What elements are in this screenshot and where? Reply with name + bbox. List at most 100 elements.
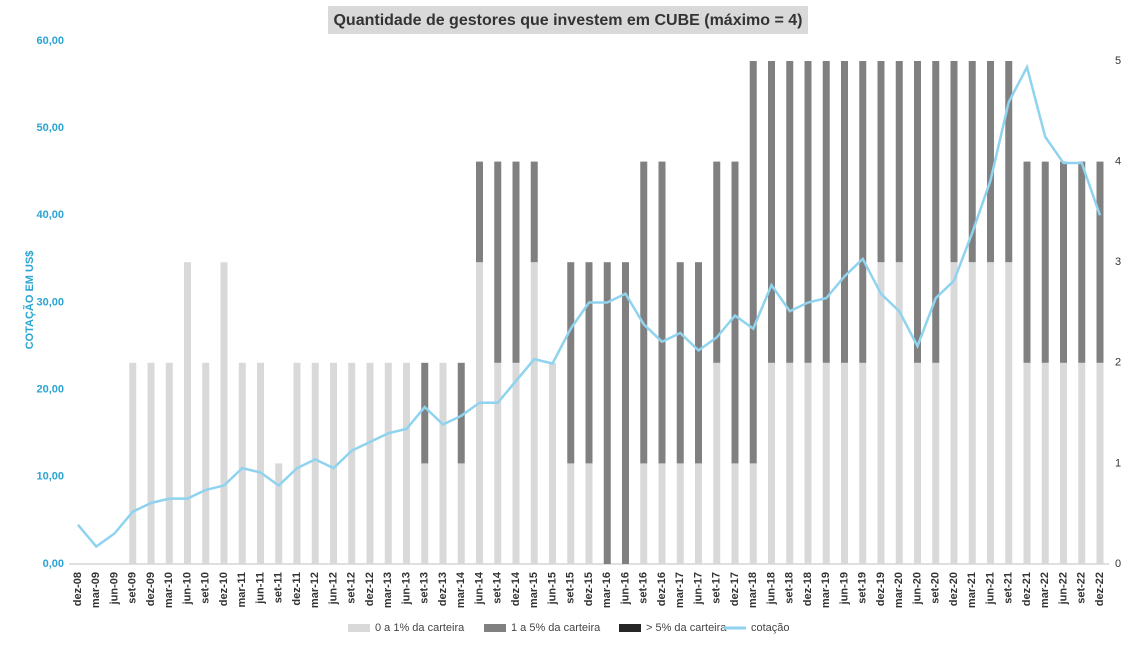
x-tick-label: jun-18 xyxy=(765,572,777,605)
x-tick-label: jun-17 xyxy=(692,572,704,605)
bar xyxy=(421,362,429,464)
bar xyxy=(384,362,392,564)
bar xyxy=(622,262,629,564)
bar xyxy=(713,362,721,564)
y-tick-label: 30,00 xyxy=(36,296,64,308)
x-tick-label: set-13 xyxy=(419,572,431,604)
bar xyxy=(676,463,684,564)
bar xyxy=(585,463,593,564)
bar xyxy=(257,362,264,564)
bar xyxy=(494,362,502,564)
bar xyxy=(603,262,611,564)
x-tick-label: dez-14 xyxy=(510,571,522,606)
bar xyxy=(950,61,958,263)
x-tick-label: set-09 xyxy=(127,572,139,604)
x-tick-label: dez-20 xyxy=(948,572,960,606)
bar xyxy=(987,61,994,263)
bar xyxy=(293,362,301,564)
x-tick-label: set-12 xyxy=(346,572,358,604)
bar xyxy=(877,61,885,263)
x-tick-label: mar-19 xyxy=(820,572,832,608)
legend-label: 1 a 5% da carteira xyxy=(511,622,601,634)
x-tick-label: set-18 xyxy=(784,572,796,604)
bar xyxy=(129,362,137,564)
x-tick-label: jun-19 xyxy=(838,572,850,605)
x-tick-label: mar-21 xyxy=(966,572,978,608)
legend-label: cotação xyxy=(751,622,790,634)
bar xyxy=(859,362,867,564)
x-tick-label: dez-18 xyxy=(802,572,814,606)
x-tick-label: mar-18 xyxy=(747,572,759,608)
y-tick-label: 50,00 xyxy=(36,122,64,134)
x-tick-label: set-21 xyxy=(1003,572,1015,604)
bar xyxy=(512,161,520,363)
y-tick-label: 0,00 xyxy=(43,558,64,570)
bar xyxy=(220,262,228,564)
y-tick-label: 20,00 xyxy=(36,384,64,396)
x-tick-label: dez-11 xyxy=(291,572,303,606)
bar xyxy=(530,161,538,263)
bar xyxy=(549,362,556,564)
x-tick-label: mar-15 xyxy=(528,572,540,608)
bar xyxy=(1023,161,1031,363)
bar xyxy=(804,61,812,363)
x-tick-label: mar-12 xyxy=(309,572,321,608)
x-tick-label: mar-20 xyxy=(893,572,905,608)
bar xyxy=(1096,362,1104,564)
legend-swatch xyxy=(348,624,370,632)
bar xyxy=(1023,362,1031,564)
bar xyxy=(1096,161,1104,363)
x-tick-label: jun-11 xyxy=(254,572,266,605)
legend-label: 0 a 1% da carteira xyxy=(375,622,465,634)
bar xyxy=(859,61,867,363)
x-tick-label: dez-16 xyxy=(656,572,668,606)
bar xyxy=(950,262,958,564)
x-tick-label: set-19 xyxy=(857,572,869,604)
bar xyxy=(968,61,976,263)
bar xyxy=(238,362,246,564)
x-tick-label: dez-08 xyxy=(72,572,84,606)
y2-tick-label: 2 xyxy=(1115,357,1121,369)
legend-swatch xyxy=(484,624,506,632)
x-tick-label: jun-16 xyxy=(619,572,631,605)
bar xyxy=(968,262,976,564)
bar xyxy=(804,362,812,564)
bar xyxy=(768,362,775,564)
bar xyxy=(640,161,648,464)
bar xyxy=(932,362,940,564)
bar xyxy=(567,463,575,564)
bar xyxy=(932,61,940,363)
bar xyxy=(476,161,483,263)
x-tick-label: set-20 xyxy=(930,572,942,604)
bar xyxy=(749,463,757,564)
bar xyxy=(512,362,520,564)
bar xyxy=(311,362,319,564)
bar xyxy=(1005,262,1013,564)
x-tick-label: dez-09 xyxy=(145,572,157,606)
bar xyxy=(1005,61,1013,263)
x-tick-label: mar-16 xyxy=(601,572,613,608)
x-tick-label: dez-15 xyxy=(583,572,595,606)
x-tick-label: dez-22 xyxy=(1094,572,1106,606)
bar xyxy=(749,61,757,464)
bar xyxy=(877,262,885,564)
bar xyxy=(585,262,593,464)
chart-title: Quantidade de gestores que investem em C… xyxy=(333,12,802,29)
bar xyxy=(366,362,374,564)
y-tick-label: 60,00 xyxy=(36,35,64,47)
bar xyxy=(895,262,903,564)
bar xyxy=(1078,362,1086,564)
bar xyxy=(330,362,337,564)
bar xyxy=(676,262,684,464)
bar xyxy=(987,262,994,564)
x-tick-label: dez-21 xyxy=(1021,572,1033,606)
y2-tick-label: 3 xyxy=(1115,256,1121,268)
x-tick-label: dez-17 xyxy=(729,572,741,606)
x-tick-label: jun-20 xyxy=(911,572,923,605)
x-tick-label: jun-12 xyxy=(327,572,339,605)
bar xyxy=(165,362,173,564)
bar xyxy=(1060,362,1067,564)
y-tick-label: 40,00 xyxy=(36,209,64,221)
title-box xyxy=(328,6,808,34)
